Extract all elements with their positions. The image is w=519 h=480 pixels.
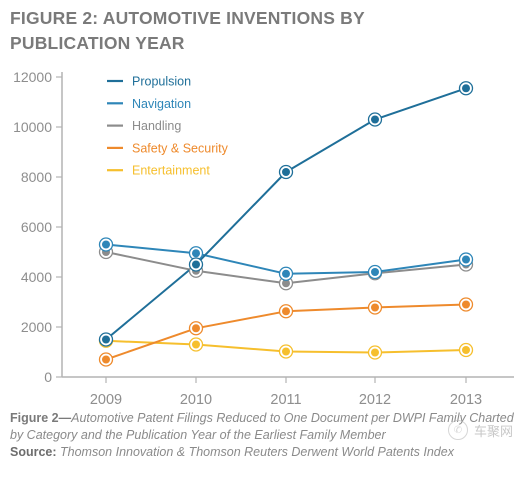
legend-label: Entertainment — [132, 164, 210, 178]
source-text: Thomson Innovation & Thomson Reuters Der… — [56, 445, 454, 459]
data-point — [282, 347, 290, 356]
data-point — [371, 268, 379, 276]
source-label: Source: — [10, 445, 57, 459]
figure-title: FIGURE 2: AUTOMOTIVE INVENTIONS BY PUBLI… — [10, 6, 510, 56]
figure-title-line-2: PUBLICATION YEAR — [10, 33, 185, 53]
data-point — [282, 269, 290, 278]
y-tick-label: 2000 — [21, 319, 52, 335]
legend-label: Propulsion — [132, 75, 191, 89]
wechat-icon: ✆ — [447, 420, 468, 440]
data-point — [462, 346, 470, 354]
x-tick-label: 2011 — [270, 392, 301, 408]
line-chart: 0 2000 4000 6000 8000 10000 12000 2009 2010 2011 2… — [13, 69, 514, 408]
data-point — [371, 115, 379, 124]
data-point — [192, 340, 200, 349]
y-tick-label: 12000 — [13, 69, 52, 85]
y-tick-label: 0 — [44, 369, 52, 385]
y-tick-label: 10000 — [13, 119, 52, 135]
data-point — [462, 300, 470, 309]
x-tick-label: 2010 — [180, 392, 212, 408]
x-tick-label: 2012 — [359, 392, 391, 408]
x-tick-label: 2013 — [450, 392, 482, 408]
legend-label: Navigation — [132, 97, 191, 111]
data-point — [462, 84, 470, 93]
x-tick-label: 2009 — [90, 392, 122, 408]
caption-text: Automotive Patent Filings Reduced to One… — [10, 411, 514, 442]
legend-label: Safety & Security — [132, 141, 229, 155]
watermark: ✆ 车聚网 — [401, 417, 513, 443]
data-point — [192, 249, 200, 258]
y-tick-label: 6000 — [21, 219, 52, 235]
data-point — [282, 168, 290, 176]
figure-title-line-1: FIGURE 2: AUTOMOTIVE INVENTIONS BY — [10, 8, 365, 28]
legend-label: Handling — [132, 119, 181, 133]
data-point — [192, 260, 200, 269]
data-point — [462, 255, 470, 264]
data-point — [282, 279, 290, 288]
watermark-text: 车聚网 — [473, 424, 513, 440]
y-tick-label: 4000 — [21, 269, 52, 285]
data-point — [102, 240, 110, 249]
data-point — [371, 303, 379, 312]
y-tick-label: 8000 — [21, 169, 52, 185]
caption-lead: Figure 2— — [10, 411, 72, 425]
data-point — [102, 335, 110, 344]
data-point — [282, 307, 290, 316]
data-point — [192, 324, 200, 333]
data-point — [102, 355, 110, 364]
data-point — [371, 348, 379, 357]
figure-caption: Figure 2—Automotive Patent Filings Reduc… — [10, 410, 515, 461]
